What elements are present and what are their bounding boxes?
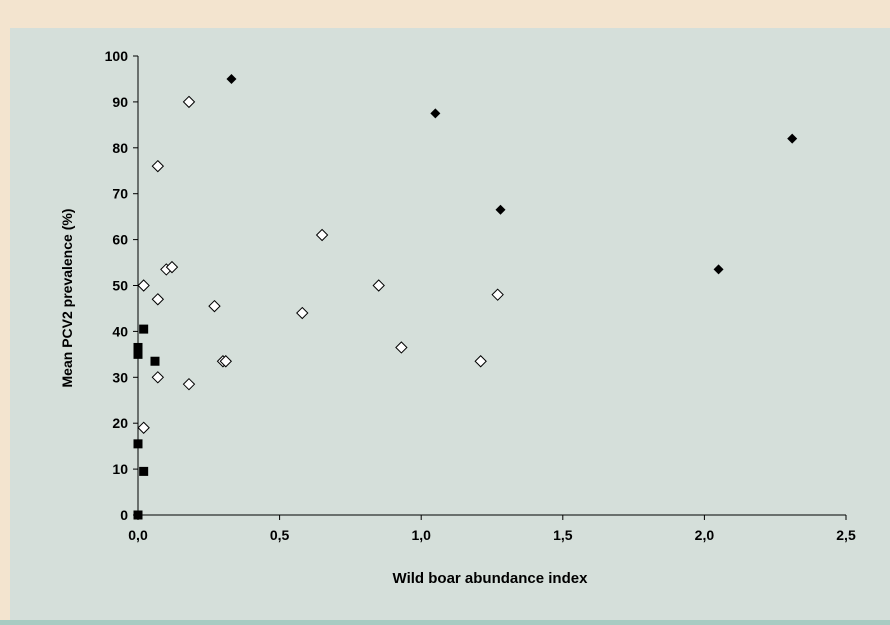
x-tick-label: 0,5 xyxy=(270,527,290,543)
x-axis-label: Wild boar abundance index xyxy=(393,570,589,587)
y-tick-label: 70 xyxy=(112,186,128,202)
y-tick-label: 80 xyxy=(112,140,128,156)
data-point-hollow-diamond xyxy=(182,95,196,109)
data-point-square xyxy=(133,349,143,359)
axes xyxy=(137,56,846,516)
y-tick-label: 40 xyxy=(112,323,128,339)
y-tick-label: 50 xyxy=(112,278,128,294)
data-point-hollow-diamond xyxy=(182,377,196,391)
tick-marks xyxy=(133,55,847,520)
data-point-hollow-diamond xyxy=(208,299,221,313)
x-tick-label: 0,0 xyxy=(128,527,148,543)
data-point-square xyxy=(139,324,149,334)
data-point-hollow-diamond xyxy=(165,260,179,274)
data-point-filled-diamond xyxy=(787,133,798,144)
y-axis-label: Mean PCV2 prevalence (%) xyxy=(59,209,75,388)
scatter-chart: 0 10 20 30 40 50 60 70 80 90 100 0,0 0,5 1,0 1,5 2,0 2,5… xyxy=(59,48,856,587)
data-point-square xyxy=(133,510,143,520)
data-point-hollow-diamond xyxy=(395,341,408,354)
data-point-hollow-diamond xyxy=(151,159,165,173)
x-tick-label: 1,5 xyxy=(553,527,573,543)
data-point-hollow-diamond xyxy=(151,293,165,306)
data-point-hollow-diamond xyxy=(372,279,385,292)
data-point-hollow-diamond xyxy=(296,306,309,320)
x-tick-label: 1,0 xyxy=(411,527,431,543)
y-tick-label: 10 xyxy=(112,461,128,477)
data-points xyxy=(133,73,798,520)
data-point-square xyxy=(133,342,143,352)
data-point-hollow-diamond xyxy=(315,228,329,242)
data-point-square xyxy=(139,466,149,476)
y-tick-label: 100 xyxy=(105,48,129,64)
data-point-filled-diamond xyxy=(713,264,724,275)
chart-panel: 0 10 20 30 40 50 60 70 80 90 100 0,0 0,5 1,0 1,5 2,0 2,5… xyxy=(10,28,890,620)
data-point-filled-diamond xyxy=(495,204,506,215)
x-tick-label: 2,5 xyxy=(836,527,856,543)
x-tick-label: 2,0 xyxy=(695,527,715,543)
data-point-hollow-diamond xyxy=(219,355,232,368)
data-point-hollow-diamond xyxy=(151,371,165,384)
y-tick-label: 20 xyxy=(112,415,128,431)
y-tick-label: 90 xyxy=(112,94,128,110)
y-tick-label: 60 xyxy=(112,232,128,248)
y-tick-label: 0 xyxy=(120,507,128,523)
data-point-filled-diamond xyxy=(226,73,237,84)
data-point-square xyxy=(133,439,143,449)
data-point-square xyxy=(150,356,160,366)
data-point-filled-diamond xyxy=(430,108,441,119)
data-point-hollow-diamond xyxy=(137,421,150,434)
data-point-hollow-diamond xyxy=(474,355,487,368)
data-point-hollow-diamond xyxy=(137,279,150,292)
y-tick-label: 30 xyxy=(112,369,128,385)
data-point-hollow-diamond xyxy=(491,288,504,301)
tick-labels: 0 10 20 30 40 50 60 70 80 90 100 0,0 0,5 1,0 1,5 2,0 2,5 xyxy=(105,48,856,543)
